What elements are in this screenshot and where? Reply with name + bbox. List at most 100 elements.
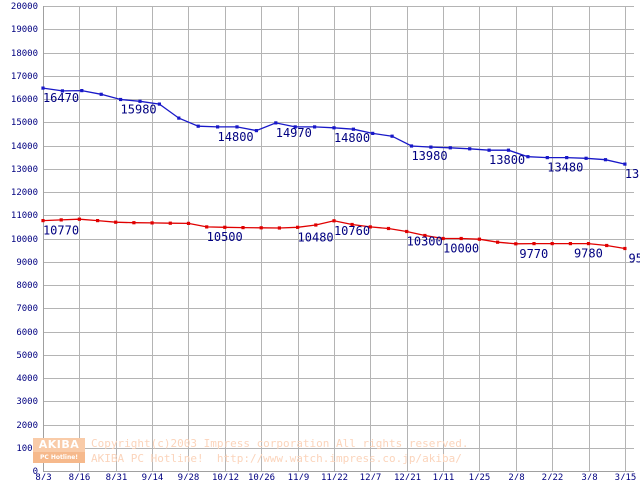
y-axis-tick-labels: 0 1000 2000 3000 4000 5000 6000 7000 8000 9000 100… bbox=[11, 2, 38, 477]
y-tick-label: 1000 bbox=[16, 444, 38, 454]
data-point-marker bbox=[274, 121, 278, 125]
y-tick-label: 15000 bbox=[11, 118, 38, 128]
y-tick-label: 2000 bbox=[16, 421, 38, 431]
data-point-marker bbox=[96, 219, 100, 223]
grid-lines bbox=[43, 6, 634, 472]
data-point-marker bbox=[459, 236, 463, 241]
data-point-marker bbox=[405, 229, 409, 234]
data-point-marker bbox=[254, 129, 258, 133]
data-point-marker bbox=[603, 158, 608, 162]
y-tick-label: 6000 bbox=[16, 328, 38, 338]
data-point-marker bbox=[77, 217, 81, 221]
data-point-marker bbox=[468, 147, 472, 151]
data-value-label: 14800 bbox=[218, 130, 254, 144]
x-tick-label: 1/11 bbox=[433, 473, 455, 480]
data-point-marker bbox=[80, 89, 84, 93]
x-axis-tick-labels: 8/3 8/16 8/31 9/14 9/28 10/12 10/26 11/9 11/22 12… bbox=[35, 473, 636, 480]
data-point-marker bbox=[623, 162, 627, 166]
data-point-marker bbox=[386, 226, 391, 231]
data-value-label: 9770 bbox=[519, 247, 548, 261]
x-tick-label: 8/3 bbox=[35, 473, 51, 480]
data-value-label: 16470 bbox=[43, 91, 79, 105]
data-point-marker bbox=[177, 116, 181, 120]
data-point-marker bbox=[313, 125, 317, 129]
x-tick-label: 3/15 bbox=[615, 473, 637, 480]
y-tick-label: 4000 bbox=[16, 374, 38, 384]
data-point-marker bbox=[496, 240, 500, 244]
data-value-label: 10760 bbox=[334, 224, 370, 238]
data-point-marker bbox=[514, 242, 518, 246]
y-tick-label: 12000 bbox=[11, 188, 38, 198]
data-value-label: 10480 bbox=[298, 230, 334, 244]
data-value-label: 9780 bbox=[574, 247, 603, 261]
data-point-marker bbox=[99, 92, 103, 96]
data-point-marker bbox=[487, 148, 491, 152]
y-tick-label: 8000 bbox=[16, 281, 38, 291]
data-point-marker bbox=[623, 246, 627, 251]
y-tick-label: 0 bbox=[33, 467, 38, 477]
data-value-label: 13800 bbox=[489, 153, 525, 167]
y-tick-label: 16000 bbox=[11, 95, 38, 105]
data-value-label: 10300 bbox=[407, 235, 443, 249]
x-tick-label: 8/31 bbox=[106, 473, 128, 480]
data-point-marker bbox=[441, 236, 445, 241]
data-point-marker bbox=[186, 221, 191, 225]
y-tick-label: 9000 bbox=[16, 258, 38, 268]
data-value-label: 14970 bbox=[276, 126, 312, 140]
data-point-marker bbox=[390, 134, 394, 138]
data-point-marker bbox=[584, 156, 588, 160]
data-value-label: 13480 bbox=[547, 161, 583, 175]
data-series bbox=[41, 86, 627, 251]
data-point-marker bbox=[409, 144, 414, 148]
y-tick-label: 19000 bbox=[11, 25, 38, 35]
data-point-marker bbox=[157, 102, 161, 106]
data-point-marker bbox=[216, 125, 220, 129]
x-tick-label: 11/9 bbox=[288, 473, 310, 480]
data-point-marker bbox=[41, 86, 45, 90]
x-tick-label: 1/25 bbox=[469, 473, 491, 480]
y-tick-label: 18000 bbox=[11, 49, 38, 59]
data-point-marker bbox=[568, 242, 572, 246]
data-point-marker bbox=[60, 89, 64, 93]
data-value-label: 10500 bbox=[207, 230, 243, 244]
y-tick-label: 11000 bbox=[11, 211, 38, 221]
y-tick-label: 5000 bbox=[16, 351, 38, 361]
x-tick-label: 2/22 bbox=[542, 473, 564, 480]
y-tick-label: 20000 bbox=[11, 2, 38, 12]
data-point-marker bbox=[332, 126, 336, 130]
data-point-marker bbox=[119, 97, 123, 102]
x-tick-label: 11/22 bbox=[321, 473, 348, 480]
data-point-marker bbox=[371, 131, 375, 135]
data-point-marker bbox=[293, 125, 297, 129]
data-point-marker bbox=[259, 226, 263, 230]
data-point-marker bbox=[506, 148, 511, 152]
x-tick-label: 8/16 bbox=[69, 473, 91, 480]
data-value-label: 13980 bbox=[411, 149, 447, 163]
data-point-marker bbox=[277, 226, 281, 230]
x-tick-label: 10/26 bbox=[248, 473, 275, 480]
data-point-marker bbox=[132, 221, 136, 225]
x-tick-label: 12/21 bbox=[394, 473, 421, 480]
data-point-marker bbox=[41, 219, 45, 223]
x-tick-label: 12/7 bbox=[360, 473, 382, 480]
data-point-marker bbox=[205, 225, 209, 229]
x-tick-label: 2/8 bbox=[508, 473, 524, 480]
data-point-marker bbox=[550, 242, 554, 246]
data-point-marker bbox=[429, 145, 433, 149]
data-point-marker bbox=[150, 221, 154, 225]
data-point-marker bbox=[332, 219, 336, 223]
x-tick-label: 9/28 bbox=[178, 473, 200, 480]
y-tick-label: 13000 bbox=[11, 165, 38, 175]
x-tick-label: 10/12 bbox=[212, 473, 239, 480]
data-point-marker bbox=[565, 156, 569, 160]
data-point-marker bbox=[477, 237, 481, 241]
y-tick-label: 3000 bbox=[16, 397, 38, 407]
data-value-label: 9570 bbox=[628, 252, 640, 266]
data-point-marker bbox=[605, 243, 609, 248]
x-tick-label: 9/14 bbox=[142, 473, 164, 480]
data-point-marker bbox=[351, 127, 355, 131]
data-value-label: 10000 bbox=[443, 242, 479, 256]
data-point-marker bbox=[423, 233, 427, 238]
